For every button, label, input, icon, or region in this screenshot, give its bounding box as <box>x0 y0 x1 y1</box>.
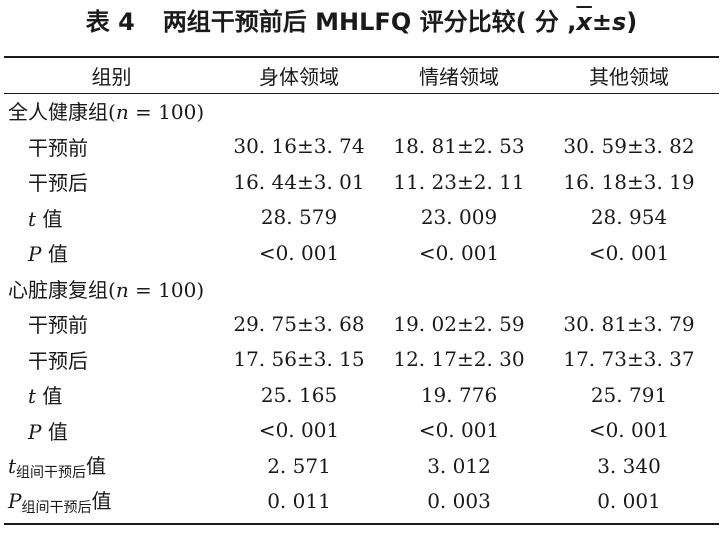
cell-physical: 28. 579 <box>260 205 338 230</box>
stat-suffix: 值 <box>41 242 68 267</box>
row-label: P组间干预后值 <box>4 484 219 520</box>
group-row: 全人健康组(n = 100) <box>4 93 719 129</box>
header-physical: 身体领域 <box>259 65 339 89</box>
header-other: 其他领域 <box>589 65 669 89</box>
table-number: 表 4 <box>85 8 135 36</box>
group-label: 全人健康组(n = 100) <box>4 93 719 129</box>
bottom-rule <box>4 523 719 525</box>
cell-other: 0. 001 <box>597 489 661 514</box>
cell-other: 3. 340 <box>597 453 661 478</box>
stat-suffix: 值 <box>41 419 68 444</box>
row-label: P 值 <box>4 413 219 449</box>
cell-emotional: 3. 012 <box>427 453 491 478</box>
cell-emotional: 18. 81±2. 53 <box>393 134 525 159</box>
cell-physical: 29. 75±3. 68 <box>233 311 365 336</box>
cell-emotional: 12. 17±2. 30 <box>393 347 525 372</box>
cell-other: 28. 954 <box>590 205 668 230</box>
table-row: 干预后 17. 56±3. 15 12. 17±2. 30 17. 73±3. … <box>4 342 719 378</box>
table-row: t组间干预后值 2. 571 3. 012 3. 340 <box>4 448 719 484</box>
cell-physical: 0. 011 <box>267 489 331 514</box>
table-row: t 值 25. 165 19. 776 25. 791 <box>4 377 719 413</box>
unit-open: ( 分 , <box>515 8 577 36</box>
row-label: P 值 <box>4 235 219 271</box>
n-value: = 100) <box>128 277 205 302</box>
cell-physical: 16. 44±3. 01 <box>233 169 365 194</box>
cell-physical: <0. 001 <box>258 418 340 443</box>
n-value: = 100) <box>128 100 205 125</box>
stat-symbol: P <box>28 242 42 267</box>
stat-suffix: 值 <box>36 384 63 409</box>
cell-other: 30. 81±3. 79 <box>563 311 695 336</box>
cell-other: 25. 791 <box>590 382 668 407</box>
header-emotional: 情绪领域 <box>419 65 499 89</box>
cell-physical: 2. 571 <box>267 453 331 478</box>
group-label: 心脏康复组(n = 100) <box>4 271 719 307</box>
table-caption: 表 4 两组干预前后 MHLFQ 评分比较( 分 ,x±s) <box>0 4 723 40</box>
cell-emotional: 19. 776 <box>420 382 498 407</box>
table-row: 干预后 16. 44±3. 01 11. 23±2. 11 16. 18±3. … <box>4 164 719 200</box>
cell-other: <0. 001 <box>588 240 670 265</box>
cell-emotional: 0. 003 <box>427 489 491 514</box>
comparison-table: 组别 身体领域 情绪领域 其他领域 全人健康组(n = 100) 干预前 30.… <box>4 58 719 519</box>
cell-physical: 17. 56±3. 15 <box>233 347 365 372</box>
cell-other: 17. 73±3. 37 <box>563 347 695 372</box>
row-label: t组间干预后值 <box>4 448 219 484</box>
stat-subscript: 组间干预后 <box>21 500 92 517</box>
sd-symbol: s <box>611 8 627 36</box>
top-rule <box>4 56 719 58</box>
group-name: 心脏康复组( <box>8 277 116 302</box>
table-row: 干预前 29. 75±3. 68 19. 02±2. 59 30. 81±3. … <box>4 306 719 342</box>
header-rule <box>4 93 719 94</box>
group-row: 心脏康复组(n = 100) <box>4 271 719 307</box>
cell-other: <0. 001 <box>588 418 670 443</box>
stat-symbol: t <box>8 453 17 478</box>
stat-symbol: t <box>28 384 37 409</box>
table-title: 两组干预前后 MHLFQ 评分比较 <box>162 8 516 36</box>
stat-symbol: P <box>28 419 42 444</box>
n-symbol: n <box>115 277 129 302</box>
row-label: t 值 <box>4 200 219 236</box>
stat-subscript: 组间干预后 <box>16 464 87 481</box>
table-row: P 值 <0. 001 <0. 001 <0. 001 <box>4 235 719 271</box>
row-label: 干预后 <box>28 171 88 196</box>
cell-emotional: 11. 23±2. 11 <box>393 169 525 194</box>
n-symbol: n <box>115 100 129 125</box>
stat-symbol: t <box>28 206 37 231</box>
group-name: 全人健康组( <box>8 100 116 125</box>
row-label: 干预后 <box>28 348 88 373</box>
header-row: 组别 身体领域 情绪领域 其他领域 <box>4 58 719 93</box>
row-label: 干预前 <box>28 313 88 338</box>
cell-emotional: 23. 009 <box>420 205 498 230</box>
cell-emotional: 19. 02±2. 59 <box>393 311 525 336</box>
cell-physical: <0. 001 <box>258 240 340 265</box>
unit-close: ) <box>626 8 638 36</box>
cell-physical: 25. 165 <box>260 382 338 407</box>
cell-other: 16. 18±3. 19 <box>563 169 695 194</box>
row-label: 干预前 <box>28 135 88 160</box>
cell-physical: 30. 16±3. 74 <box>233 134 365 159</box>
stat-suffix: 值 <box>91 489 112 514</box>
header-group: 组别 <box>91 65 132 89</box>
stat-symbol: P <box>8 489 22 514</box>
table-row: t 值 28. 579 23. 009 28. 954 <box>4 200 719 236</box>
cell-emotional: <0. 001 <box>418 240 500 265</box>
table-row: 干预前 30. 16±3. 74 18. 81±2. 53 30. 59±3. … <box>4 129 719 165</box>
table-row: P 值 <0. 001 <0. 001 <0. 001 <box>4 413 719 449</box>
plus-minus-symbol: ± <box>591 8 612 36</box>
cell-emotional: <0. 001 <box>418 418 500 443</box>
stat-suffix: 值 <box>86 453 107 478</box>
cell-other: 30. 59±3. 82 <box>563 134 695 159</box>
mean-symbol: x <box>576 8 592 36</box>
row-label: t 值 <box>4 377 219 413</box>
table-row: P组间干预后值 0. 011 0. 003 0. 001 <box>4 484 719 520</box>
stat-suffix: 值 <box>36 206 63 231</box>
